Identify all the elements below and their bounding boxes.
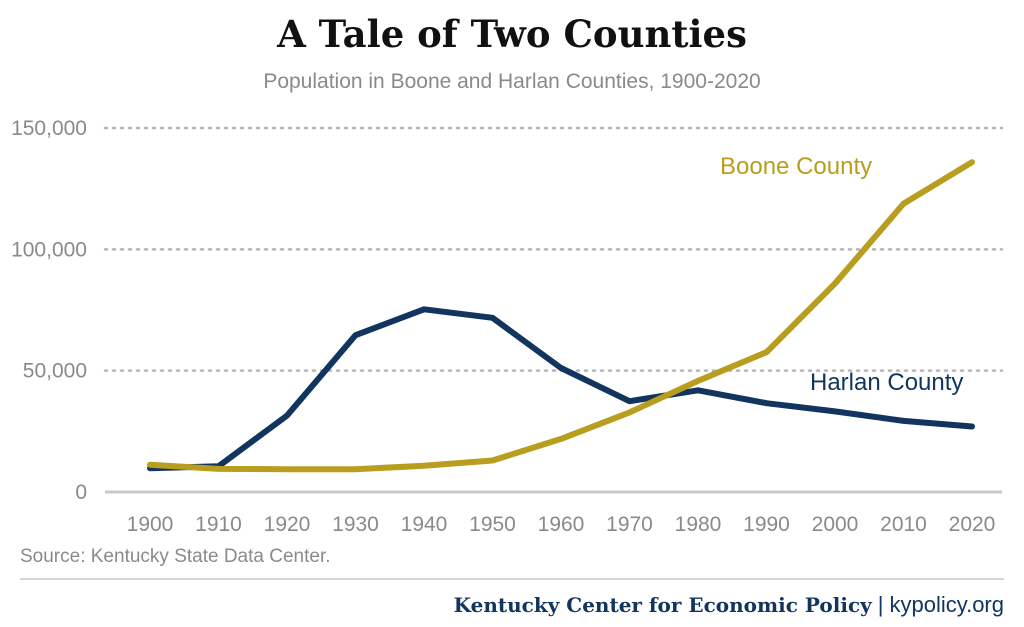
chart-title: A Tale of Two Counties — [277, 12, 747, 56]
x-tick-label: 1960 — [538, 513, 585, 536]
y-tick-label: 50,000 — [23, 360, 87, 383]
series-layer — [147, 159, 975, 473]
series-labels: Boone County Harlan County — [720, 153, 963, 396]
y-tick-labels: 0 50,000 100,000 150,000 — [11, 117, 87, 504]
x-tick-label: 1950 — [469, 513, 516, 536]
x-tick-label: 2020 — [949, 513, 996, 536]
footer: Kentucky Center for Economic Policy | kypo… — [454, 592, 1004, 618]
x-tick-label: 1990 — [743, 513, 790, 536]
x-tick-label: 1940 — [401, 513, 448, 536]
footer-site: kypolicy.org — [889, 592, 1004, 617]
boone-county-label: Boone County — [720, 153, 872, 180]
x-tick-label: 1900 — [127, 513, 174, 536]
source-note: Source: Kentucky State Data Center. — [20, 546, 331, 567]
harlan-county-label: Harlan County — [810, 369, 963, 396]
footer-divider — [20, 578, 1004, 580]
x-tick-label: 1980 — [675, 513, 722, 536]
footer-org: Kentucky Center for Economic Policy — [453, 593, 872, 617]
y-tick-label: 0 — [75, 481, 87, 504]
x-tick-labels: 1900 1910 1920 1930 1940 1950 1960 1970 1980 1990… — [127, 513, 996, 536]
x-tick-label: 2000 — [812, 513, 859, 536]
boone-county-line — [147, 159, 975, 473]
footer-separator: | — [877, 592, 884, 617]
x-tick-label: 1970 — [606, 513, 653, 536]
x-tick-label: 1920 — [264, 513, 311, 536]
y-tick-label: 150,000 — [11, 117, 87, 140]
x-tick-label: 2010 — [880, 513, 927, 536]
x-tick-label: 1930 — [332, 513, 379, 536]
y-tick-label: 100,000 — [11, 238, 87, 261]
grid-layer — [103, 126, 1004, 494]
chart-subtitle: Population in Boone and Harlan Counties,… — [263, 70, 761, 93]
x-tick-label: 1910 — [195, 513, 242, 536]
